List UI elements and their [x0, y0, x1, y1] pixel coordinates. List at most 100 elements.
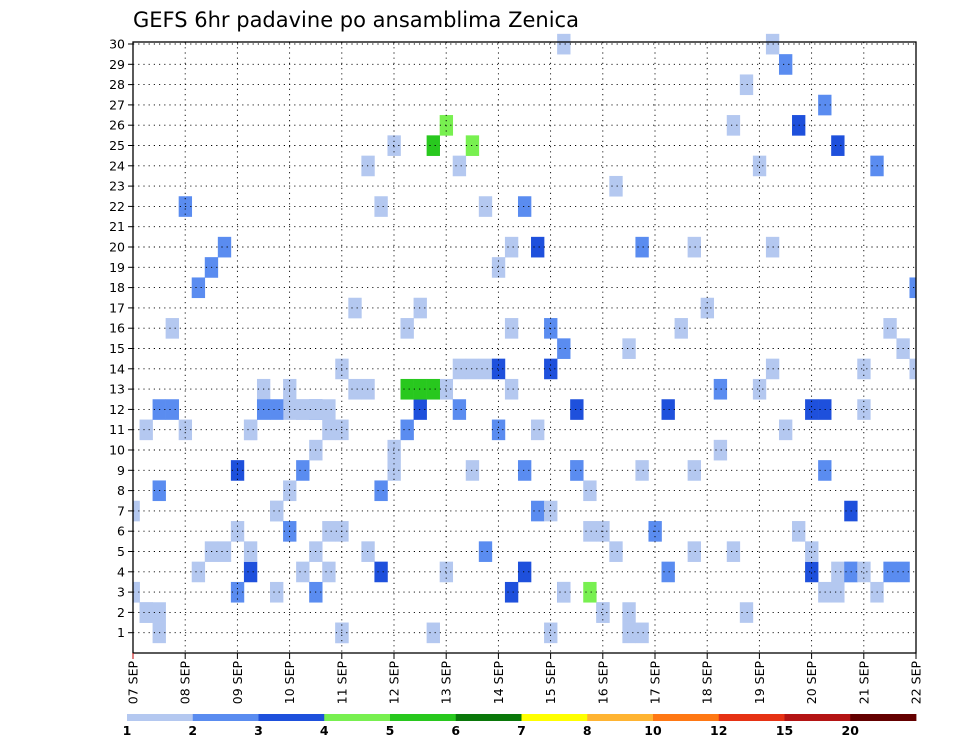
heat-cell: [133, 500, 140, 522]
heat-cell: [413, 399, 427, 420]
y-tick-label: 29: [109, 57, 125, 72]
colorbar-label: 7: [517, 723, 526, 738]
heat-cell: [531, 500, 545, 522]
plot-frame: [132, 41, 917, 654]
heat-cell: [831, 561, 845, 583]
y-tick-label: 15: [109, 341, 125, 356]
heat-cell: [439, 561, 454, 583]
heat-cell: [426, 378, 440, 400]
heat-cell: [478, 541, 493, 562]
y-tick-label: 9: [117, 463, 125, 478]
heat-cell: [191, 277, 206, 299]
heat-cell: [400, 318, 414, 339]
heat-cell: [517, 196, 532, 217]
heat-cell: [400, 419, 414, 441]
heat-cell: [322, 399, 336, 420]
heat-cell: [452, 358, 467, 380]
y-tick-label: 4: [117, 564, 125, 579]
heat-cell: [426, 622, 440, 644]
heat-cell: [139, 419, 153, 441]
heat-cell: [452, 155, 467, 177]
y-tick-label: 5: [117, 544, 125, 559]
heat-cell: [778, 419, 793, 441]
y-tick-label: 22: [109, 199, 125, 214]
grid-layer: [133, 42, 916, 653]
heat-cell: [857, 561, 871, 583]
heat-cell: [296, 399, 310, 420]
colorbar-swatch: [784, 714, 851, 721]
heat-cell: [687, 541, 701, 562]
heat-cell: [243, 561, 258, 583]
heat-cell: [165, 318, 179, 339]
heat-cell: [752, 378, 767, 400]
x-tick-label: 10 SEP: [282, 661, 297, 705]
heat-cell: [726, 541, 741, 562]
x-tick-label: 07 SEP: [126, 661, 141, 705]
heat-cell: [243, 541, 258, 562]
y-tick-label: 18: [109, 280, 125, 295]
y-tick-label: 2: [117, 605, 125, 620]
x-axis: 07 SEP 08 SEP 09 SEP 10 SEP 11 SEP 12 SEP 13 S…: [126, 653, 924, 704]
heat-cell: [504, 378, 519, 400]
heat-cell: [374, 196, 388, 217]
x-tick-label: 22 SEP: [909, 661, 924, 705]
colorbar-label: 12: [710, 723, 727, 738]
heat-cell: [713, 439, 728, 461]
x-tick-label: 18 SEP: [700, 661, 715, 705]
heat-cell: [909, 277, 917, 299]
y-tick-label: 23: [109, 179, 125, 194]
colorbar-label: 15: [776, 723, 793, 738]
heat-cell: [883, 561, 897, 583]
colorbar-swatch: [455, 714, 522, 721]
y-tick-label: 6: [117, 524, 125, 539]
y-tick-label: 13: [109, 382, 125, 397]
x-tick-label: 12 SEP: [387, 661, 402, 705]
colorbar-label: 3: [254, 723, 263, 738]
heat-cell: [504, 236, 519, 258]
heat-cell: [133, 581, 140, 603]
heat-cell: [609, 541, 623, 562]
y-tick-label: 14: [109, 361, 125, 376]
heat-cell: [348, 378, 362, 400]
heat-cell: [570, 460, 584, 481]
heat-cell: [400, 378, 414, 400]
heat-cell: [909, 358, 917, 380]
colorbar-swatch: [850, 714, 917, 721]
heat-cell: [191, 561, 206, 583]
x-tick-label: 14 SEP: [491, 661, 506, 705]
y-tick-label: 7: [117, 503, 125, 518]
heat-cell: [517, 561, 532, 583]
heat-cell: [557, 33, 571, 55]
heat-cell: [831, 581, 845, 603]
heat-cell: [622, 602, 636, 623]
heat-cell: [491, 358, 506, 380]
colorbar-label: 1: [123, 723, 132, 738]
y-tick-label: 17: [109, 300, 125, 315]
heat-cell: [726, 115, 741, 136]
heat-cell: [635, 236, 649, 258]
heat-cell: [622, 622, 636, 644]
chart-title: GEFS 6hr padavine po ansamblima Zenica: [133, 8, 579, 32]
heat-cell: [583, 521, 597, 542]
heat-cell: [531, 419, 545, 441]
colorbar-swatch: [653, 714, 720, 721]
heat-cell: [491, 257, 506, 278]
heat-cell: [374, 480, 388, 502]
x-tick-label: 20 SEP: [804, 661, 819, 705]
heat-cell: [270, 581, 284, 603]
heat-cell: [517, 460, 532, 481]
heat-cell: [465, 358, 480, 380]
heat-cell: [139, 602, 153, 623]
heat-cell: [296, 460, 310, 481]
heat-cell: [622, 338, 636, 359]
heat-cell: [531, 236, 545, 258]
y-tick-label: 21: [109, 219, 125, 234]
heat-cell: [374, 561, 388, 583]
heat-cell: [831, 135, 845, 156]
heat-cell: [504, 581, 519, 603]
heat-cell: [465, 135, 480, 156]
heat-cell: [270, 500, 284, 522]
y-tick-label: 24: [109, 158, 125, 173]
heat-cell: [439, 378, 454, 400]
colorbar-swatch: [718, 714, 785, 721]
